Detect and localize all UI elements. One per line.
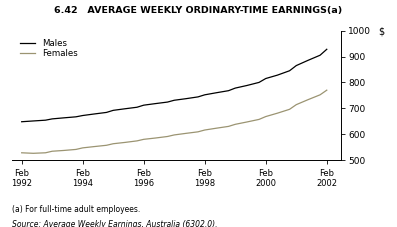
Females xyxy=(141,138,146,141)
Males xyxy=(80,114,85,117)
Males xyxy=(172,99,177,102)
Males xyxy=(233,87,238,89)
Males xyxy=(73,116,78,118)
Females xyxy=(62,149,66,152)
Males xyxy=(324,48,329,51)
Females xyxy=(196,131,200,133)
Males xyxy=(202,94,207,96)
Females xyxy=(31,152,36,155)
Males xyxy=(62,116,66,119)
Line: Males: Males xyxy=(22,49,327,122)
Males xyxy=(92,113,97,115)
Males xyxy=(122,107,127,110)
Males xyxy=(165,101,170,104)
Females xyxy=(111,142,116,145)
Y-axis label: $: $ xyxy=(378,27,384,37)
Text: (a) For full-time adult employees.: (a) For full-time adult employees. xyxy=(12,205,140,215)
Males xyxy=(111,109,116,112)
Females xyxy=(294,103,299,106)
Females xyxy=(135,140,139,142)
Females xyxy=(305,98,310,101)
Males xyxy=(294,64,299,67)
Males xyxy=(31,120,36,122)
Legend: Males, Females: Males, Females xyxy=(19,39,78,58)
Females xyxy=(257,118,262,121)
Females xyxy=(165,135,170,138)
Females xyxy=(153,137,158,139)
Males xyxy=(214,91,219,94)
Females xyxy=(92,145,97,148)
Females xyxy=(202,129,207,131)
Females xyxy=(324,89,329,91)
Line: Females: Females xyxy=(22,90,327,153)
Males xyxy=(245,84,249,87)
Text: 6.42   AVERAGE WEEKLY ORDINARY-TIME EARNINGS(a): 6.42 AVERAGE WEEKLY ORDINARY-TIME EARNIN… xyxy=(54,6,343,15)
Females xyxy=(287,108,292,111)
Females xyxy=(80,146,85,149)
Females xyxy=(233,123,238,126)
Males xyxy=(196,96,200,98)
Males xyxy=(183,97,188,100)
Males xyxy=(318,54,322,57)
Males xyxy=(19,120,24,123)
Females xyxy=(275,112,280,115)
Females xyxy=(122,141,127,144)
Males xyxy=(263,77,268,80)
Females xyxy=(245,121,249,123)
Females xyxy=(183,132,188,135)
Males xyxy=(275,74,280,76)
Males xyxy=(257,81,262,84)
Males xyxy=(50,118,54,120)
Females xyxy=(73,148,78,151)
Males xyxy=(141,104,146,106)
Females xyxy=(226,125,231,128)
Males xyxy=(226,89,231,92)
Males xyxy=(287,69,292,72)
Males xyxy=(305,59,310,62)
Females xyxy=(214,127,219,130)
Females xyxy=(318,94,322,96)
Females xyxy=(263,115,268,118)
Males xyxy=(104,111,109,114)
Females xyxy=(172,133,177,136)
Females xyxy=(19,151,24,154)
Females xyxy=(43,151,48,154)
Text: Source: Average Weekly Earnings, Australia (6302.0).: Source: Average Weekly Earnings, Austral… xyxy=(12,220,218,227)
Males xyxy=(43,119,48,121)
Females xyxy=(104,144,109,147)
Females xyxy=(50,150,54,153)
Males xyxy=(135,106,139,109)
Males xyxy=(153,102,158,105)
